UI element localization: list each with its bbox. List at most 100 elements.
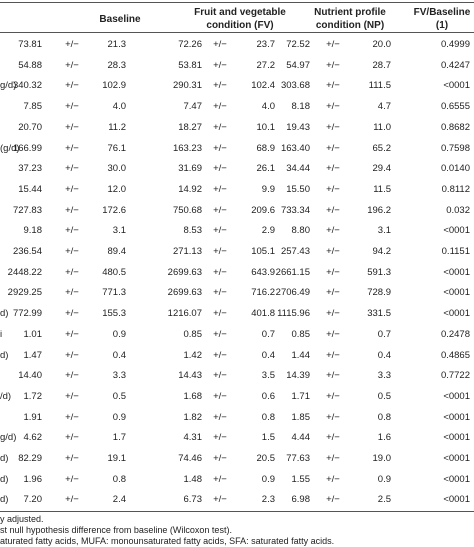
baseline-pm: +/− (65, 183, 79, 195)
p-value: <0001 (443, 411, 470, 423)
footnote: y adjusted. (0, 514, 44, 525)
np-mean: 163.40 (280, 142, 310, 154)
np-mean: 1115.96 (277, 308, 310, 320)
p-value: 0.8112 (441, 183, 470, 195)
baseline-mean: 166.99 (12, 142, 42, 154)
fv-mean: 72.26 (178, 39, 202, 50)
fv-mean: 7.47 (183, 101, 203, 113)
baseline-pm: +/− (65, 59, 79, 71)
table-row: (g/d) 166.99 +/− 76.1 163.23 +/− 68.9 163.40 +/−… (0, 138, 474, 160)
p-value: <0001 (443, 494, 470, 506)
np-mean: 2661.15 (275, 266, 310, 278)
baseline-sd: 30.0 (107, 163, 127, 175)
table-row: 14.40 +/− 3.3 14.43 +/− 3.5 14.39 +/− 3.3 0.7722 (0, 365, 474, 387)
baseline-mean: 772.99 (12, 308, 42, 320)
baseline-pm: +/− (65, 494, 79, 506)
baseline-pm: +/− (65, 453, 79, 464)
fv-mean: 14.43 (178, 370, 202, 382)
np-sd: 2.5 (377, 494, 391, 506)
table-row: 727.83 +/− 172.6 750.68 +/− 209.6 733.34 +/− 196… (0, 200, 474, 222)
np-mean: 257.43 (280, 246, 310, 257)
baseline-pm: +/− (65, 163, 79, 175)
baseline-mean: 1.96 (23, 473, 43, 485)
baseline-pm: +/− (65, 328, 79, 340)
row-label: d) (0, 453, 9, 464)
np-mean: 2706.49 (275, 287, 310, 299)
baseline-sd: 76.1 (107, 142, 127, 154)
footnote: st null hypothesis difference from basel… (0, 525, 232, 536)
baseline-sd: 0.9 (112, 328, 126, 340)
fv-mean: 163.23 (172, 142, 202, 154)
baseline-pm: +/− (65, 349, 79, 361)
fv-mean: 2699.63 (167, 266, 202, 278)
fv-sd: 102.4 (251, 80, 275, 92)
baseline-sd: 0.9 (112, 411, 126, 423)
baseline-pm: +/− (65, 225, 79, 237)
fv-mean: 1216.07 (167, 308, 202, 320)
table-row: d) 1.96 +/− 0.8 1.48 +/− 0.9 1.55 +/− 0.9 <0001 (0, 469, 474, 491)
table-row: d) 82.29 +/− 19.1 74.46 +/− 20.5 77.63 +/− 19.0 <0… (0, 448, 474, 470)
np-mean: 303.68 (280, 80, 310, 92)
np-pm: +/− (326, 370, 340, 382)
fv-sd: 1.5 (261, 432, 275, 444)
np-sd: 3.1 (377, 225, 391, 237)
fv-mean: 4.31 (183, 432, 203, 444)
np-pm: +/− (326, 390, 340, 402)
baseline-sd: 771.3 (102, 287, 126, 299)
np-mean: 1.55 (291, 473, 311, 485)
row-label: d) (0, 349, 9, 361)
table-row: 2448.22 +/− 480.5 2699.63 +/− 643.9 2661.15 +/−… (0, 262, 474, 284)
np-sd: 28.7 (372, 59, 392, 71)
baseline-mean: 4.62 (23, 432, 43, 444)
fv-pm: +/− (213, 80, 227, 92)
baseline-pm: +/− (65, 390, 79, 402)
np-pm: +/− (326, 453, 340, 464)
np-mean: 4.44 (291, 432, 311, 444)
p-value: <0001 (443, 473, 470, 485)
table-row: 7.85 +/− 4.0 7.47 +/− 4.0 8.18 +/− 4.7 0.6555 (0, 96, 474, 118)
baseline-pm: +/− (65, 80, 79, 92)
baseline-sd: 480.5 (102, 266, 126, 278)
p-value: <0001 (443, 287, 470, 299)
p-value: 0.4999 (440, 39, 470, 50)
baseline-mean: 82.29 (18, 453, 42, 464)
fv-mean: 53.81 (178, 59, 202, 71)
np-pm: +/− (326, 39, 340, 50)
baseline-pm: +/− (65, 142, 79, 154)
np-mean: 77.63 (286, 453, 310, 464)
p-value: <0001 (443, 266, 470, 278)
table-row: d) 1.47 +/− 0.4 1.42 +/− 0.4 1.44 +/− 0.4 0.4865 (0, 345, 474, 367)
fv-sd: 10.1 (256, 121, 276, 133)
baseline-pm: +/− (65, 246, 79, 257)
fv-pm: +/− (213, 204, 227, 216)
p-value: <0001 (443, 453, 470, 464)
fv-sd: 0.6 (261, 390, 275, 402)
np-mean: 733.34 (280, 204, 310, 216)
row-label: g/d) (0, 432, 17, 444)
baseline-mean: 9.18 (23, 225, 43, 237)
np-mean: 0.85 (291, 328, 311, 340)
p-value: 0.2478 (440, 328, 470, 340)
fv-sd: 2.9 (261, 225, 275, 237)
baseline-pm: +/− (65, 101, 79, 113)
p-value: 0.032 (446, 204, 470, 216)
baseline-pm: +/− (65, 308, 79, 320)
baseline-mean: 37.23 (18, 163, 42, 175)
np-sd: 19.0 (372, 453, 392, 464)
p-value: <0001 (443, 80, 470, 92)
table-row: i 1.01 +/− 0.9 0.85 +/− 0.7 0.85 +/− 0.7 0.2478 (0, 324, 474, 346)
baseline-sd: 12.0 (107, 183, 127, 195)
fv-mean: 1.82 (183, 411, 203, 423)
baseline-mean: 54.88 (18, 59, 42, 71)
row-label: i (0, 328, 3, 340)
np-mean: 15.50 (286, 183, 310, 195)
np-pm: +/− (326, 411, 340, 423)
baseline-sd: 0.5 (112, 390, 126, 402)
fv-pm: +/− (213, 225, 227, 237)
np-sd: 111.5 (368, 80, 391, 92)
fv-pm: +/− (213, 287, 227, 299)
np-pm: +/− (326, 204, 340, 216)
baseline-mean: 236.54 (12, 246, 42, 257)
fv-sd: 68.9 (256, 142, 276, 154)
baseline-pm: +/− (65, 411, 79, 423)
